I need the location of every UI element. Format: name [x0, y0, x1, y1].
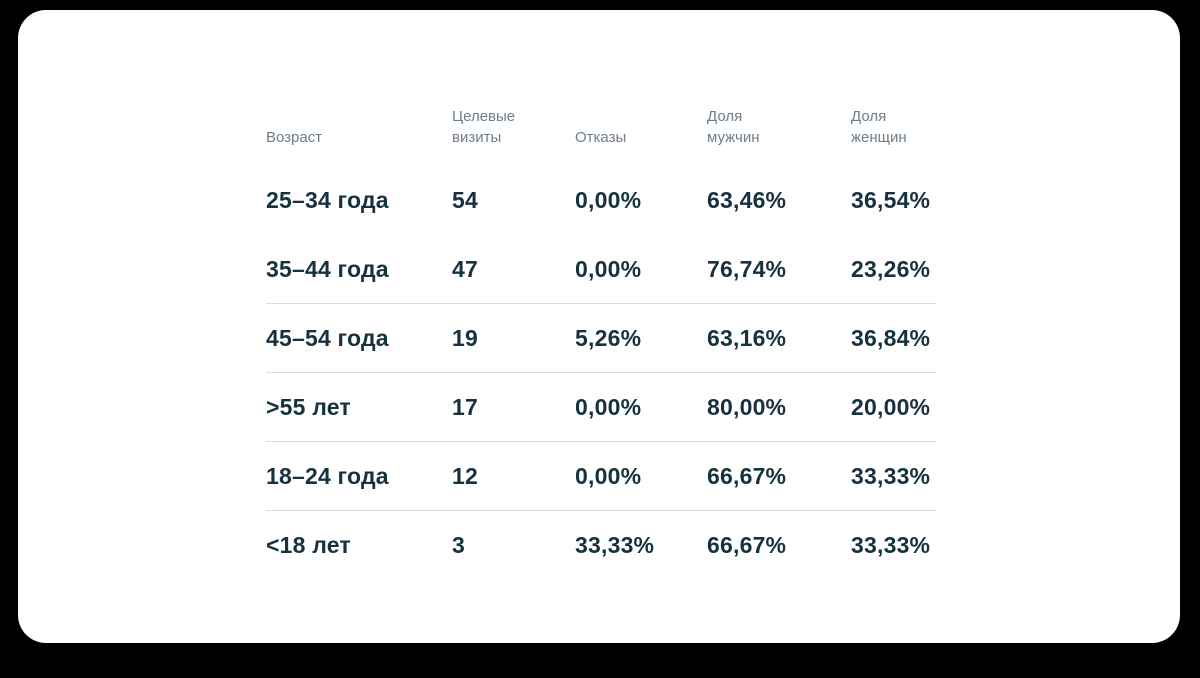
column-header-age: Возраст [266, 129, 323, 146]
age-cell: 25–34 года [266, 187, 389, 213]
female-share-cell: 23,26% [851, 255, 931, 282]
table-row: >55 лет 17 0,00% 80,00% 20,00% [266, 373, 936, 442]
female-share-cell: 33,33% [851, 462, 931, 489]
male-share-cell: 63,46% [707, 187, 787, 213]
table-row: 18–24 года 12 0,00% 66,67% 33,33% [266, 442, 936, 511]
male-share-cell: 63,16% [707, 324, 787, 351]
target-visits-cell: 19 [452, 324, 478, 351]
age-demographics-table: Возраст Целевые визиты Отказы Доля мужчи… [266, 106, 936, 580]
bounce-rate-cell: 0,00% [575, 255, 642, 282]
female-share-cell: 33,33% [851, 532, 931, 558]
table-header-row: Возраст Целевые визиты Отказы Доля мужчи… [266, 106, 936, 148]
target-visits-cell: 47 [452, 255, 478, 282]
age-cell: 45–54 года [266, 324, 389, 351]
male-share-cell: 80,00% [707, 393, 787, 420]
table-body: 25–34 года 54 0,00% 63,46% 36,54% 35–44 … [266, 166, 936, 580]
target-visits-cell: 12 [452, 462, 478, 489]
age-cell: 35–44 года [266, 255, 389, 282]
table-row: 25–34 года 54 0,00% 63,46% 36,54% [266, 166, 936, 235]
target-visits-cell: 3 [452, 532, 465, 558]
age-cell: >55 лет [266, 393, 351, 420]
female-share-cell: 20,00% [851, 393, 931, 420]
table-row: 45–54 года 19 5,26% 63,16% 36,84% [266, 304, 936, 373]
target-visits-cell: 54 [452, 187, 478, 213]
bounce-rate-cell: 33,33% [575, 532, 655, 558]
column-header-female-share: Доля женщин [851, 108, 907, 146]
bounce-rate-cell: 5,26% [575, 324, 642, 351]
female-share-cell: 36,54% [851, 187, 931, 213]
age-cell: <18 лет [266, 532, 351, 558]
column-header-male-share: Доля мужчин [707, 108, 760, 146]
table-row: 35–44 года 47 0,00% 76,74% 23,26% [266, 235, 936, 304]
column-header-bounce-rate: Отказы [575, 129, 627, 146]
male-share-cell: 66,67% [707, 532, 787, 558]
column-header-target-visits: Целевые визиты [452, 108, 516, 146]
bounce-rate-cell: 0,00% [575, 462, 642, 489]
table-row: <18 лет 3 33,33% 66,67% 33,33% [266, 511, 936, 580]
male-share-cell: 76,74% [707, 255, 787, 282]
male-share-cell: 66,67% [707, 462, 787, 489]
female-share-cell: 36,84% [851, 324, 931, 351]
target-visits-cell: 17 [452, 393, 478, 420]
age-cell: 18–24 года [266, 462, 389, 489]
report-card: Возраст Целевые визиты Отказы Доля мужчи… [18, 10, 1180, 643]
bounce-rate-cell: 0,00% [575, 393, 642, 420]
bounce-rate-cell: 0,00% [575, 187, 642, 213]
